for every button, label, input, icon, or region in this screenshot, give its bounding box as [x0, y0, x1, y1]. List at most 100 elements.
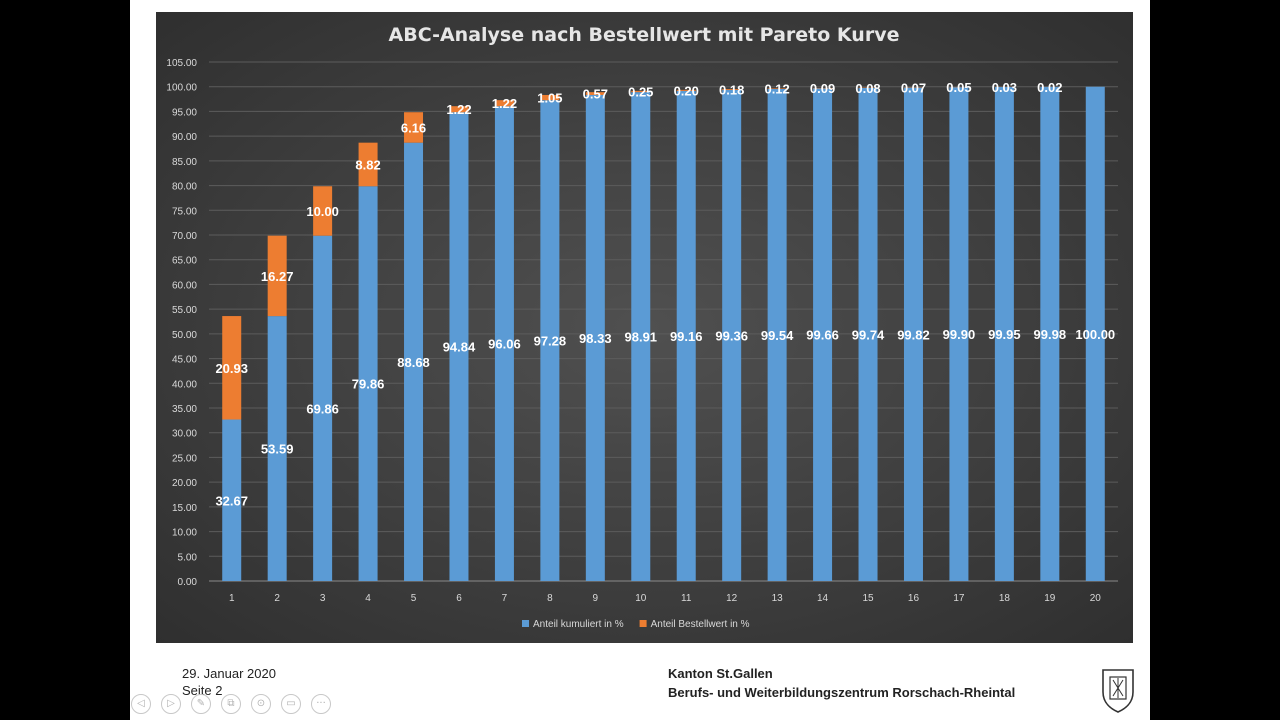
y-tick-label: 35.00 — [172, 404, 197, 415]
x-tick-label: 15 — [862, 593, 874, 604]
y-tick-label: 65.00 — [172, 256, 197, 267]
data-label-cumulative: 97.28 — [534, 334, 567, 349]
y-tick-label: 75.00 — [172, 206, 197, 217]
coat-of-arms-logo — [1102, 669, 1134, 713]
bar-cumulative — [767, 88, 787, 581]
data-label-order-value: 6.16 — [401, 120, 426, 135]
data-label-order-value: 0.08 — [855, 81, 880, 96]
data-label-cumulative: 99.74 — [852, 327, 885, 342]
y-tick-label: 45.00 — [172, 355, 197, 366]
bar-order-value — [585, 92, 605, 95]
y-tick-label: 10.00 — [172, 528, 197, 539]
y-tick-label: 100.00 — [166, 83, 197, 94]
data-label-cumulative: 99.36 — [715, 328, 748, 343]
x-tick-label: 10 — [635, 593, 647, 604]
data-label-order-value: 0.02 — [1037, 80, 1062, 95]
legend-label: Anteil kumuliert in % — [533, 619, 624, 630]
more-icon[interactable]: ··· — [311, 694, 331, 714]
data-label-cumulative: 99.82 — [897, 327, 930, 342]
data-label-cumulative: 32.67 — [215, 493, 248, 508]
bar-cumulative — [494, 106, 514, 581]
legend-swatch — [522, 620, 529, 627]
y-tick-label: 105.00 — [166, 58, 197, 69]
data-label-order-value: 1.05 — [537, 91, 562, 106]
bar-order-value — [313, 186, 333, 236]
bar-cumulative — [267, 316, 287, 581]
bar-cumulative — [858, 87, 878, 582]
zoom-icon[interactable]: ⊙ — [251, 694, 271, 714]
chart-title: ABC-Analyse nach Bestellwert mit Pareto … — [389, 24, 900, 46]
bar-order-value — [494, 100, 514, 107]
data-label-cumulative: 99.54 — [761, 328, 794, 343]
legend-label: Anteil Bestellwert in % — [651, 619, 750, 630]
x-tick-label: 9 — [593, 593, 599, 604]
x-tick-label: 18 — [999, 593, 1011, 604]
bar-order-value — [540, 94, 560, 101]
x-tick-label: 1 — [229, 593, 235, 604]
x-tick-label: 19 — [1044, 593, 1056, 604]
data-label-order-value: 20.93 — [215, 361, 248, 376]
y-tick-label: 55.00 — [172, 305, 197, 316]
data-label-order-value: 8.82 — [355, 157, 380, 172]
bar-cumulative — [903, 87, 923, 581]
y-tick-label: 20.00 — [172, 478, 197, 489]
y-tick-label: 90.00 — [172, 132, 197, 143]
bar-cumulative — [813, 88, 833, 581]
x-tick-label: 12 — [726, 593, 738, 604]
bar-cumulative — [631, 92, 651, 582]
bar-cumulative — [540, 100, 560, 581]
bar-cumulative — [676, 90, 696, 582]
data-label-order-value: 0.05 — [946, 80, 971, 95]
chart-panel: ABC-Analyse nach Bestellwert mit Pareto … — [156, 12, 1133, 643]
y-tick-label: 70.00 — [172, 231, 197, 242]
data-label-cumulative: 88.68 — [397, 355, 430, 370]
data-label-cumulative: 99.16 — [670, 329, 703, 344]
x-tick-label: 4 — [365, 593, 371, 604]
footer-page: Seite 2 — [182, 683, 223, 698]
copy-icon[interactable]: ⧉ — [221, 694, 241, 714]
x-tick-label: 11 — [681, 593, 692, 604]
pen-icon[interactable]: ✎ — [191, 694, 211, 714]
x-tick-label: 5 — [411, 593, 417, 604]
bar-cumulative — [1040, 86, 1060, 581]
data-label-order-value: 10.00 — [306, 204, 339, 219]
data-label-cumulative: 94.84 — [443, 340, 476, 355]
y-tick-label: 85.00 — [172, 157, 197, 168]
data-label-order-value: 0.20 — [674, 83, 699, 98]
chart: ABC-Analyse nach Bestellwert mit Pareto … — [166, 24, 1118, 630]
data-label-order-value: 0.09 — [810, 81, 835, 96]
x-tick-label: 16 — [908, 593, 920, 604]
data-label-cumulative: 99.95 — [988, 327, 1021, 342]
bar-order-value — [449, 106, 469, 113]
data-label-cumulative: 69.86 — [306, 401, 339, 416]
y-tick-label: 50.00 — [172, 330, 197, 341]
bar-cumulative — [1085, 86, 1105, 581]
x-tick-label: 14 — [817, 593, 829, 604]
bar-order-value — [267, 235, 287, 317]
screen-icon[interactable]: ▭ — [281, 694, 301, 714]
legend-swatch — [639, 620, 647, 627]
back-icon[interactable]: ◁ — [131, 694, 151, 714]
data-label-cumulative: 99.98 — [1034, 327, 1067, 342]
y-tick-label: 40.00 — [172, 379, 197, 390]
data-label-order-value: 0.25 — [628, 84, 653, 99]
forward-icon[interactable]: ▷ — [161, 694, 181, 714]
data-label-order-value: 0.03 — [992, 80, 1017, 95]
y-tick-label: 60.00 — [172, 280, 197, 291]
data-label-order-value: 0.12 — [764, 82, 789, 97]
footer-date: 29. Januar 2020 — [182, 666, 276, 681]
y-tick-label: 0.00 — [178, 577, 198, 588]
bar-order-value — [631, 90, 651, 93]
y-tick-label: 30.00 — [172, 429, 197, 440]
x-tick-label: 2 — [274, 593, 280, 604]
y-tick-label: 25.00 — [172, 453, 197, 464]
x-tick-label: 20 — [1090, 593, 1102, 604]
bar-order-value — [722, 88, 742, 90]
y-tick-label: 15.00 — [172, 503, 197, 514]
bar-cumulative — [585, 94, 605, 581]
bar-cumulative — [222, 419, 242, 581]
data-label-order-value: 0.57 — [583, 87, 608, 102]
footer-org-line2: Berufs- und Weiterbildungszentrum Rorsch… — [668, 685, 1016, 700]
y-tick-label: 80.00 — [172, 182, 197, 193]
data-label-cumulative: 100.00 — [1075, 327, 1115, 342]
